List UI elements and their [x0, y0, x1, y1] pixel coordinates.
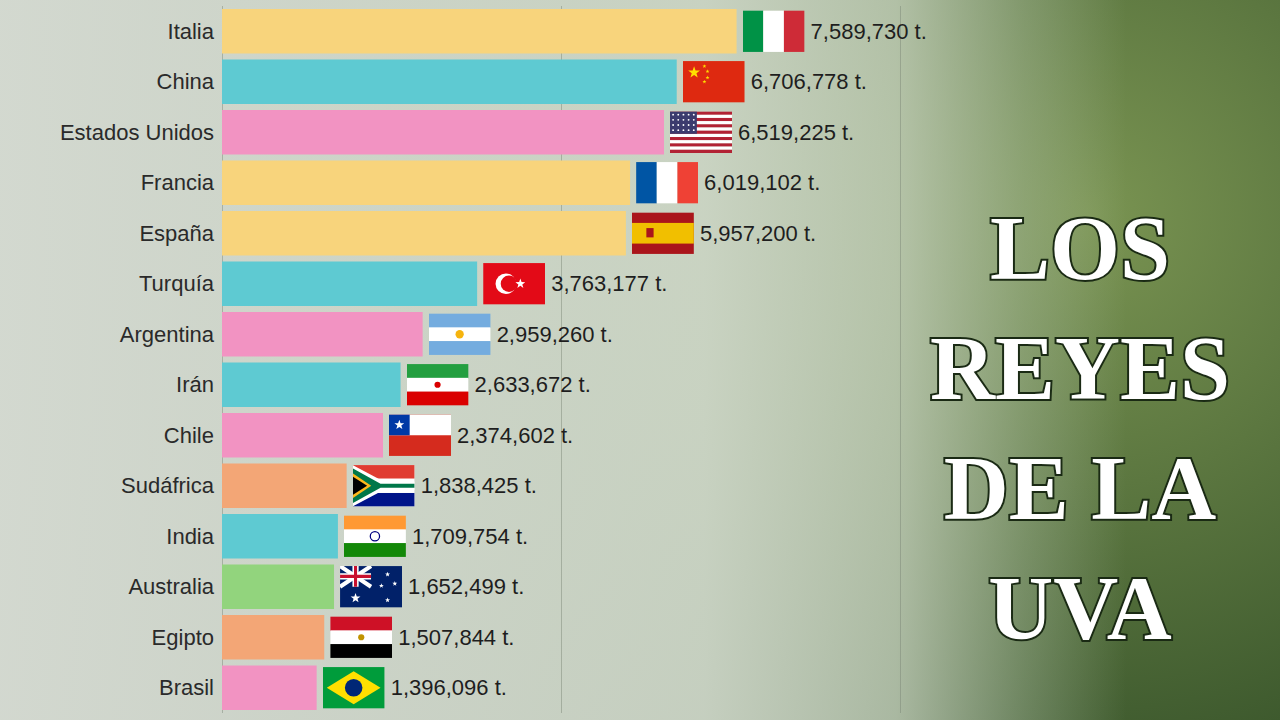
svg-text:UVA: UVA — [988, 559, 1171, 658]
svg-text:Egipto: Egipto — [152, 625, 214, 650]
svg-text:6,706,778 t.: 6,706,778 t. — [751, 69, 867, 94]
svg-text:1,838,425 t.: 1,838,425 t. — [421, 473, 537, 498]
svg-text:Australia: Australia — [128, 574, 214, 599]
svg-text:2,633,672 t.: 2,633,672 t. — [475, 372, 591, 397]
svg-text:Chile: Chile — [164, 423, 214, 448]
svg-text:Sudáfrica: Sudáfrica — [121, 473, 215, 498]
svg-text:LOS: LOS — [990, 199, 1170, 298]
svg-text:6,019,102 t.: 6,019,102 t. — [704, 170, 820, 195]
svg-text:1,507,844 t.: 1,507,844 t. — [398, 625, 514, 650]
svg-text:1,709,754 t.: 1,709,754 t. — [412, 524, 528, 549]
svg-text:3,763,177 t.: 3,763,177 t. — [551, 271, 667, 296]
svg-text:DE LA: DE LA — [944, 439, 1217, 538]
svg-text:Brasil: Brasil — [159, 675, 214, 700]
svg-text:REYES: REYES — [930, 319, 1230, 418]
svg-text:Francia: Francia — [141, 170, 215, 195]
svg-text:Argentina: Argentina — [120, 322, 215, 347]
svg-text:6,519,225 t.: 6,519,225 t. — [738, 120, 854, 145]
svg-text:Turquía: Turquía — [139, 271, 215, 296]
svg-text:Estados Unidos: Estados Unidos — [60, 120, 214, 145]
svg-text:Italia: Italia — [168, 19, 215, 44]
svg-text:España: España — [139, 221, 214, 246]
svg-text:5,957,200 t.: 5,957,200 t. — [700, 221, 816, 246]
svg-text:7,589,730 t.: 7,589,730 t. — [811, 19, 927, 44]
svg-text:2,959,260 t.: 2,959,260 t. — [497, 322, 613, 347]
svg-text:1,652,499 t.: 1,652,499 t. — [408, 574, 524, 599]
svg-text:1,396,096 t.: 1,396,096 t. — [391, 675, 507, 700]
svg-text:2,374,602 t.: 2,374,602 t. — [457, 423, 573, 448]
svg-text:Irán: Irán — [176, 372, 214, 397]
svg-text:India: India — [166, 524, 214, 549]
svg-text:China: China — [157, 69, 215, 94]
